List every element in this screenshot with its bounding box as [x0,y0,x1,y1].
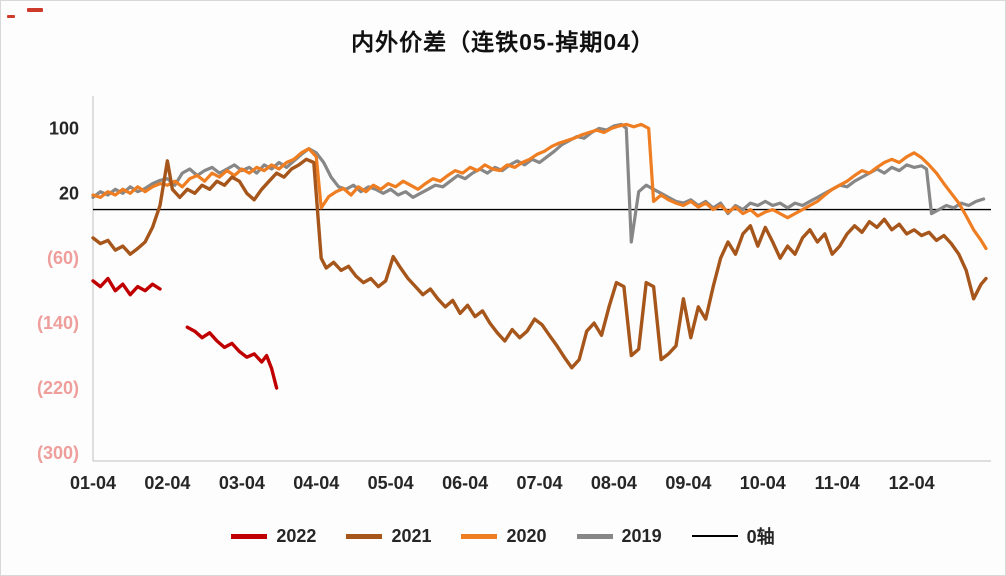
y-tick-label: (220) [37,378,79,398]
legend-item-2021: 2021 [346,526,431,547]
legend-swatch-2020 [461,533,498,539]
legend-swatch-2021 [346,533,383,539]
legend-label-zero-axis: 0轴 [746,527,775,547]
legend-label-2020: 2020 [506,525,547,546]
x-tick-label: 11-04 [815,473,860,493]
legend-item-2022: 2022 [231,526,316,547]
series-line-2022 [91,276,162,297]
legend-label-2019: 2019 [621,525,662,546]
legend-item-2020: 2020 [461,525,547,547]
x-tick-label: 07-04 [516,473,562,493]
chart-legend: 2022 2021 2020 2019 0轴 [1,523,1005,549]
x-tick-label: 08-04 [591,473,637,493]
x-tick-label: 12-04 [889,473,935,493]
y-tick-label: 100 [49,118,79,138]
legend-label-2021: 2021 [391,525,432,546]
x-tick-label: 06-04 [442,473,488,493]
y-tick-label: (60) [47,248,79,268]
legend-label-2022: 2022 [276,525,317,546]
series-line-2022 [185,325,279,390]
red-artifact-mark-1 [27,8,43,12]
y-tick-label: (140) [37,313,79,333]
legend-swatch-2019 [576,533,613,539]
series-line-2020 [91,122,988,251]
legend-item-2019: 2019 [576,525,662,547]
x-tick-label: 01-04 [70,473,116,493]
chart-title: 内外价差（连铁05-掉期04） [351,29,655,55]
legend-swatch-2022 [231,533,268,539]
x-tick-label: 05-04 [368,473,414,493]
y-tick-label: 20 [59,183,79,203]
legend-item-zero-axis: 0轴 [691,523,775,549]
x-tick-label: 04-04 [293,473,339,493]
series-line-2021 [91,157,988,370]
x-tick-label: 02-04 [144,473,190,493]
x-tick-label: 10-04 [740,473,786,493]
x-tick-label: 09-04 [665,473,711,493]
y-tick-label: (300) [37,443,79,463]
x-tick-label: 03-04 [219,473,265,493]
legend-swatch-zero-axis [691,535,738,537]
red-artifact-mark-2 [7,15,15,18]
